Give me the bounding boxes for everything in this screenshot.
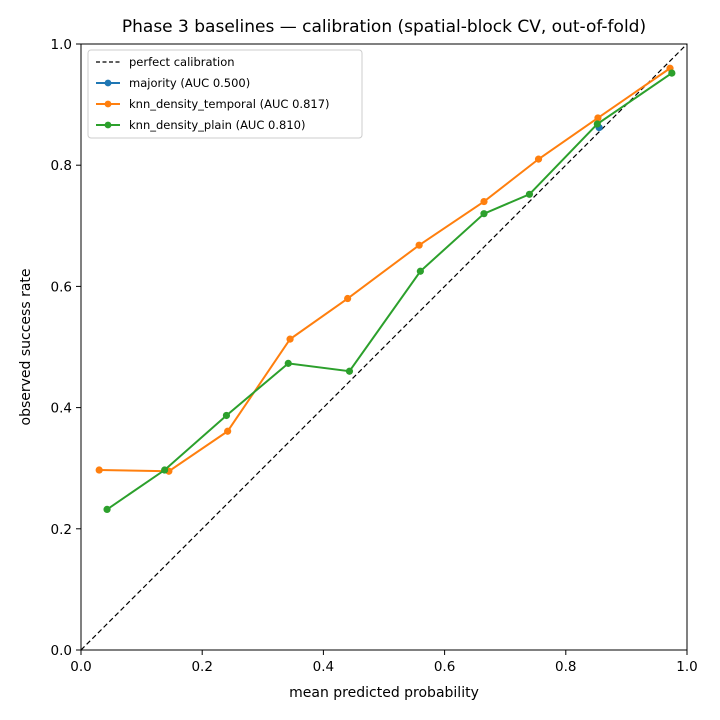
- series-1-point-7: [534, 155, 543, 163]
- series-1-point-5: [415, 241, 423, 249]
- perfect-calibration-line: [80, 43, 688, 651]
- legend-label-0: perfect calibration: [129, 55, 235, 69]
- series-1-line: [99, 67, 671, 473]
- axis-ticks: 0.0 0.2 0.4 0.6 0.8 1.0 0.0 0.2 0.4 0.6 0.8 1.0: [51, 37, 698, 675]
- series-2-line: [106, 72, 673, 511]
- series-1-point-6: [480, 197, 488, 206]
- plot-area: [80, 43, 688, 651]
- series-1-point-2: [224, 427, 232, 435]
- y-axis-label: observed success rate: [18, 268, 34, 425]
- series-2-point-1: [161, 466, 169, 474]
- legend-marker-2: [104, 100, 112, 108]
- series-2: [103, 69, 676, 514]
- series-1-point-8: [594, 114, 602, 122]
- legend-label-3: knn_density_plain (AUC 0.810): [129, 118, 305, 132]
- legend-label-2: knn_density_temporal (AUC 0.817): [129, 97, 330, 111]
- chart-title: Phase 3 baselines — calibration (spatial…: [122, 17, 646, 37]
- legend: perfect calibration majority (AUC 0.500) k…: [87, 49, 363, 139]
- x-tick-label-3: 0.6: [434, 659, 455, 675]
- series-2-point-3: [284, 359, 292, 367]
- legend-label-1: majority (AUC 0.500): [129, 76, 250, 90]
- y-tick-label-3: 0.6: [51, 279, 72, 295]
- series-2-point-7: [525, 190, 534, 198]
- x-tick-label-5: 1.0: [676, 659, 697, 675]
- x-tick-label-2: 0.4: [313, 659, 334, 675]
- series-2-point-6: [480, 210, 488, 218]
- series-2-point-0: [103, 505, 111, 514]
- y-tick-label-4: 0.8: [51, 158, 72, 174]
- y-tick-label-0: 0.0: [51, 643, 72, 659]
- series-1-point-4: [344, 294, 352, 303]
- series-2-point-9: [668, 69, 676, 77]
- y-tick-label-5: 1.0: [51, 37, 72, 53]
- legend-marker-3: [104, 121, 112, 129]
- series-2-point-8: [593, 120, 601, 128]
- x-tick-label-0: 0.0: [70, 659, 91, 675]
- x-tick-label-1: 0.2: [191, 659, 212, 675]
- y-tick-label-1: 0.2: [51, 522, 72, 538]
- series-1: [95, 64, 674, 475]
- x-tick-label-4: 0.8: [555, 659, 576, 675]
- series-2-point-5: [416, 267, 424, 275]
- x-axis-label: mean predicted probability: [289, 685, 479, 701]
- series-1-point-3: [286, 335, 294, 343]
- legend-box: [87, 49, 363, 139]
- series-1-point-0: [95, 466, 103, 474]
- legend-marker-1: [104, 79, 112, 87]
- series-2-point-2: [222, 411, 231, 420]
- plot-frame: [80, 43, 688, 651]
- series-2-point-4: [345, 367, 354, 375]
- y-tick-label-2: 0.4: [51, 401, 72, 417]
